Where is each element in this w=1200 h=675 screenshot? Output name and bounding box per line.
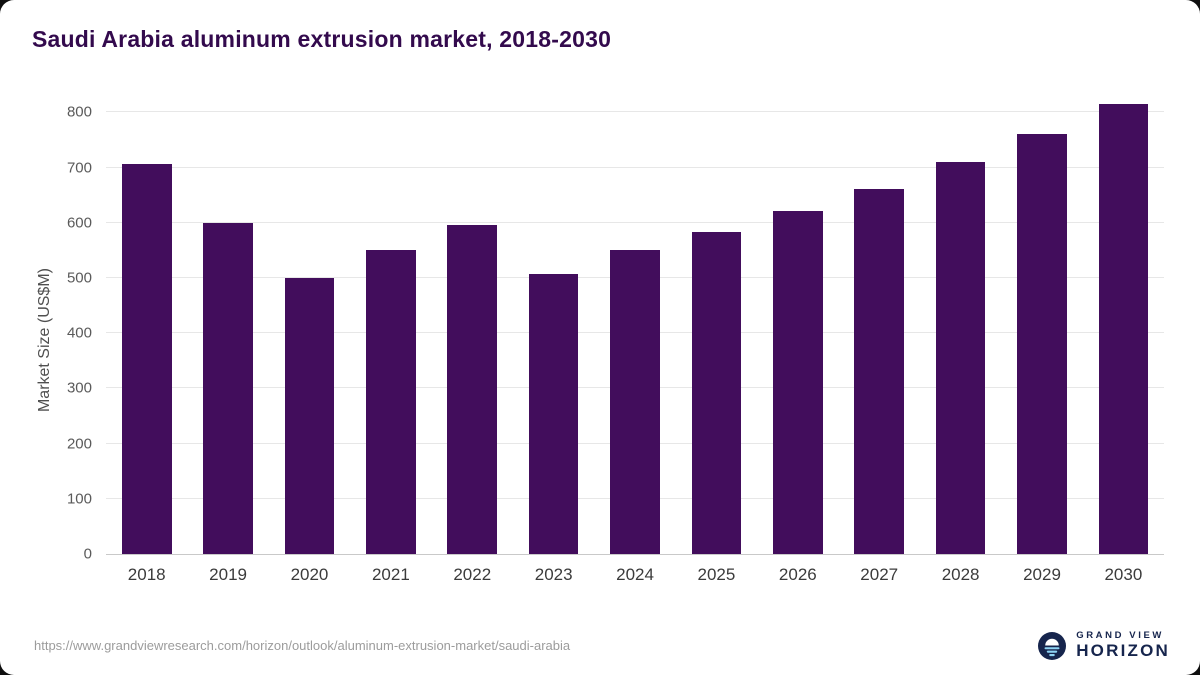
x-tick-label: 2029 [1023,565,1061,584]
bar-slot [839,95,920,554]
bar-2020 [284,277,335,554]
chart-title: Saudi Arabia aluminum extrusion market, … [32,26,612,52]
bar-slot [594,95,675,554]
x-tick-label: 2023 [534,565,573,584]
x-tick-label: 2030 [1104,565,1143,584]
y-tick-label: 500 [66,269,92,287]
bar-2023 [528,273,579,554]
x-tick-label: 2026 [778,565,817,584]
bar-2027 [854,189,905,554]
x-tick-label: 2021 [371,565,410,584]
grid-line [106,221,1164,223]
bar-2018 [121,163,172,554]
chart: Market Size (US$M) 0 100 200 300 400 500 600 70… [36,95,1164,585]
x-tick-label: 2024 [616,565,654,584]
grand-view-horizon-logo: GRAND VIEW HORIZON [1037,629,1170,661]
bar-2028 [935,161,986,554]
y-tick-label: 100 [66,490,92,508]
x-tick-label: 2020 [290,565,329,584]
logo-line-horizon: HORIZON [1076,641,1170,661]
bar-slot [676,95,757,554]
bar-slot [920,95,1001,554]
bar-slot [1083,95,1164,554]
x-axis-labels: 2018 2019 2020 2021 2022 2023 2024 2025 2026 2027… [106,555,1164,585]
x-tick-label: 2022 [453,565,492,584]
y-tick-label: 800 [66,103,92,121]
bar-2019 [203,222,253,554]
grid-line [106,166,1164,168]
bar-slot [350,95,431,554]
bar-2029 [1017,134,1067,554]
bar-2025 [691,232,742,554]
y-tick-label: 600 [66,214,92,232]
x-tick-label: 2019 [209,565,247,584]
bar-2030 [1098,104,1149,554]
logo-line-grand-view: GRAND VIEW [1076,629,1164,641]
chart-inner: Market Size (US$M) 0 100 200 300 400 500 600 70… [36,95,1164,585]
bar-slot [269,95,350,554]
y-tick-label: 200 [66,435,92,453]
y-tick-label: 400 [66,324,92,342]
bar-2026 [773,210,823,554]
logo-text: GRAND VIEW HORIZON [1076,629,1170,661]
bars-container [106,95,1164,554]
x-tick-label: 2025 [697,565,736,584]
y-tick-label: 0 [83,545,92,563]
bar-slot [432,95,513,554]
bar-slot [1001,95,1082,554]
source-url: https://www.grandviewresearch.com/horizo… [34,638,571,654]
y-axis-title-text: Market Size (US$M) [36,267,53,413]
bar-slot [187,95,268,554]
footer: https://www.grandviewresearch.com/horizo… [34,629,1170,661]
x-tick-label: 2028 [941,565,980,584]
bar-2024 [610,250,660,554]
bar-2021 [366,250,416,554]
y-tick-label: 700 [66,159,92,176]
y-tick-label: 300 [66,379,92,397]
bar-2022 [447,225,498,554]
grid-line [106,111,1164,113]
horizon-logo-icon [1038,631,1067,660]
plot-area: 0 100 200 300 400 500 600 700 800 [67,95,1164,563]
bar-slot [106,95,187,554]
bar-slot [513,95,594,554]
x-tick-label: 2027 [860,565,899,584]
x-tick-label: 2018 [127,565,166,584]
bar-slot [757,95,838,554]
y-axis-title: Market Size (US$M) [30,95,60,585]
